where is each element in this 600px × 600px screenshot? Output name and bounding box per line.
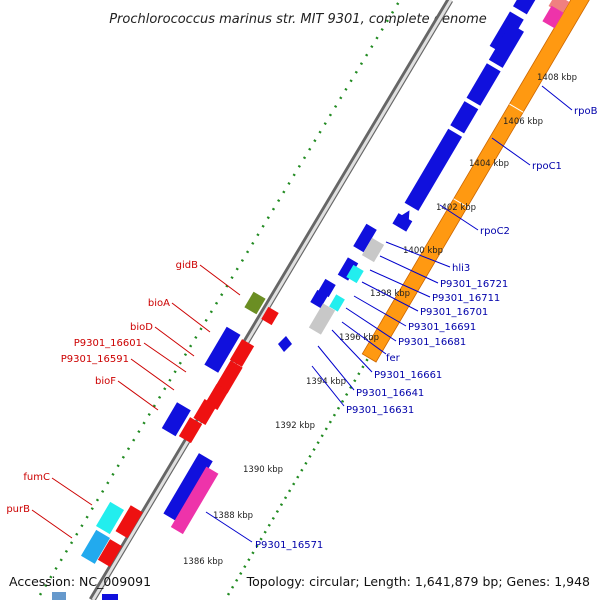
- gene-arrow: [361, 237, 385, 263]
- kbp-scale: 1408 kbp 1406 kbp 1404 kbp 1402 kbp 1400…: [183, 73, 577, 567]
- kbp-label: 1386 kbp: [183, 557, 223, 567]
- inner-gene-band: [52, 291, 279, 600]
- gene-label-P9301_16591: P9301_16591: [61, 354, 129, 365]
- gene-label-P9301_16601: P9301_16601: [74, 338, 142, 349]
- gene-arrow: [52, 592, 66, 600]
- gene-arrow: [229, 339, 255, 367]
- gene-arrow: [215, 360, 243, 394]
- genome-backbone-highlight: [91, 0, 453, 600]
- gene-label-P9301_16641: P9301_16641: [356, 388, 424, 399]
- gene-arrow: [97, 539, 123, 567]
- gene-arrow: [337, 257, 359, 281]
- gene-arrow: [329, 294, 345, 312]
- gene-label-P9301_16681: P9301_16681: [398, 337, 466, 348]
- gene-arrow: [80, 529, 110, 564]
- kbp-label: 1406 kbp: [503, 117, 543, 127]
- gene-label-P9301_16661: P9301_16661: [374, 370, 442, 381]
- gene-arrow: [404, 128, 463, 211]
- gene-arrow: [161, 402, 191, 437]
- gene-label-rpoB: rpoB: [574, 106, 598, 117]
- gene-label-P9301_16631: P9301_16631: [346, 405, 414, 416]
- gene-arrow: [542, 5, 564, 29]
- kbp-label: 1398 kbp: [370, 289, 410, 299]
- gene-label-fer: fer: [386, 353, 401, 364]
- kbp-label: 1400 kbp: [403, 246, 443, 256]
- gene-arrow: [102, 594, 118, 600]
- gene-arrow: [170, 466, 219, 535]
- kbp-label: 1408 kbp: [537, 73, 577, 83]
- kbp-label: 1404 kbp: [469, 159, 509, 169]
- left-gene-labels: gidB bioA bioD P9301_16601 P9301_16591 b…: [6, 260, 241, 539]
- gene-label-P9301_16721: P9301_16721: [440, 279, 508, 290]
- gene-label-P9301_16691: P9301_16691: [408, 322, 476, 333]
- gene-arrow: [353, 223, 377, 253]
- inner-tick-ring: [38, 0, 402, 596]
- gene-arrow: [193, 398, 217, 426]
- gene-arrow: [450, 101, 479, 134]
- genome-summary-text: Topology: circular; Length: 1,641,879 bp…: [246, 574, 590, 589]
- gene-label-P9301_16571: P9301_16571: [255, 540, 323, 551]
- gene-arrow: [346, 264, 364, 284]
- gene-label-rpoC1: rpoC1: [532, 161, 562, 172]
- gene-label-purB: purB: [6, 504, 30, 515]
- gene-label-bioF: bioF: [95, 376, 116, 387]
- kbp-label: 1394 kbp: [306, 377, 346, 387]
- kbp-label: 1396 kbp: [339, 333, 379, 343]
- genome-title: Prochlorococcus marinus str. MIT 9301, c…: [109, 12, 487, 27]
- gene-arrow: [488, 23, 524, 68]
- gene-label-fumC: fumC: [23, 472, 50, 483]
- gene-label-P9301_16711: P9301_16711: [432, 293, 500, 304]
- kbp-label: 1392 kbp: [275, 421, 315, 431]
- gene-arrow: [278, 336, 292, 352]
- accession-text: Accession: NC_009091: [9, 574, 151, 589]
- gene-arrow: [261, 306, 279, 326]
- gene-arrow: [318, 278, 336, 298]
- gene-arrow: [308, 303, 336, 335]
- kbp-label: 1402 kbp: [436, 203, 476, 213]
- kbp-label: 1388 kbp: [213, 511, 253, 521]
- gene-arrow: [178, 417, 203, 444]
- gene-arrow: [392, 210, 413, 232]
- gene-arrow: [115, 505, 143, 539]
- outer-gene-band: [163, 0, 600, 535]
- gene-arrow: [244, 291, 266, 315]
- gene-arrow: [96, 501, 124, 535]
- gene-label-gidB: gidB: [176, 260, 198, 271]
- gene-label-P9301_16701: P9301_16701: [420, 307, 488, 318]
- gene-arrow: [163, 453, 213, 522]
- gene-arrow: [310, 289, 328, 309]
- kbp-label: 1390 kbp: [243, 465, 283, 475]
- gene-label-bioD: bioD: [130, 322, 153, 333]
- gene-label-hli3: hli3: [452, 263, 470, 274]
- gene-label-bioA: bioA: [148, 298, 170, 309]
- gene-arrow: [513, 0, 547, 15]
- right-gene-labels: rpoB rpoC1 rpoC2 hli3 P9301_16721 P9301_…: [205, 85, 598, 551]
- gene-arrow: [466, 63, 501, 106]
- gene-arrow: [204, 326, 241, 373]
- gene-label-rpoC2: rpoC2: [480, 226, 510, 237]
- gene-arrow: [361, 0, 600, 363]
